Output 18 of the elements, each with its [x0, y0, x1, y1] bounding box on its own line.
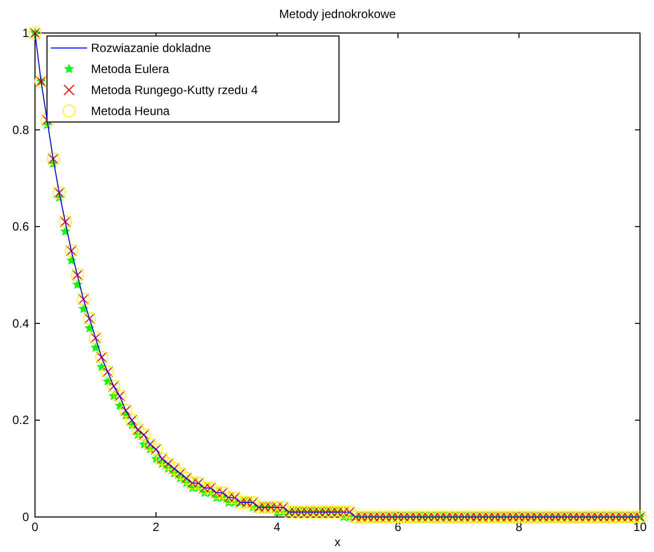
y-tick-label: 0.8 — [12, 122, 30, 137]
x-tick-label: 6 — [394, 520, 402, 534]
x-tick-label: 2 — [152, 520, 160, 534]
x-tick-label: 10 — [633, 520, 647, 534]
y-tick-label: 0.6 — [12, 220, 30, 234]
x-axis-title: x — [334, 535, 340, 549]
y-tick-label: 0 — [22, 510, 30, 524]
x-tick-label: 0 — [32, 520, 39, 534]
y-tick-label: 0.2 — [12, 413, 30, 428]
y-tick-label: 1 — [22, 26, 30, 40]
chart-title: Metody jednokrokowe — [279, 7, 396, 21]
legend-label: Metoda Eulera — [91, 62, 170, 76]
x-tick-label: 4 — [274, 520, 281, 534]
legend-label: Metoda Heuna — [91, 104, 170, 118]
legend-label: Metoda Rungego-Kutty rzedu 4 — [91, 83, 258, 97]
y-tick-label: 0.4 — [12, 316, 30, 330]
legend-label: Rozwiazanie dokladne — [91, 41, 212, 55]
x-tick-label: 8 — [516, 520, 523, 534]
